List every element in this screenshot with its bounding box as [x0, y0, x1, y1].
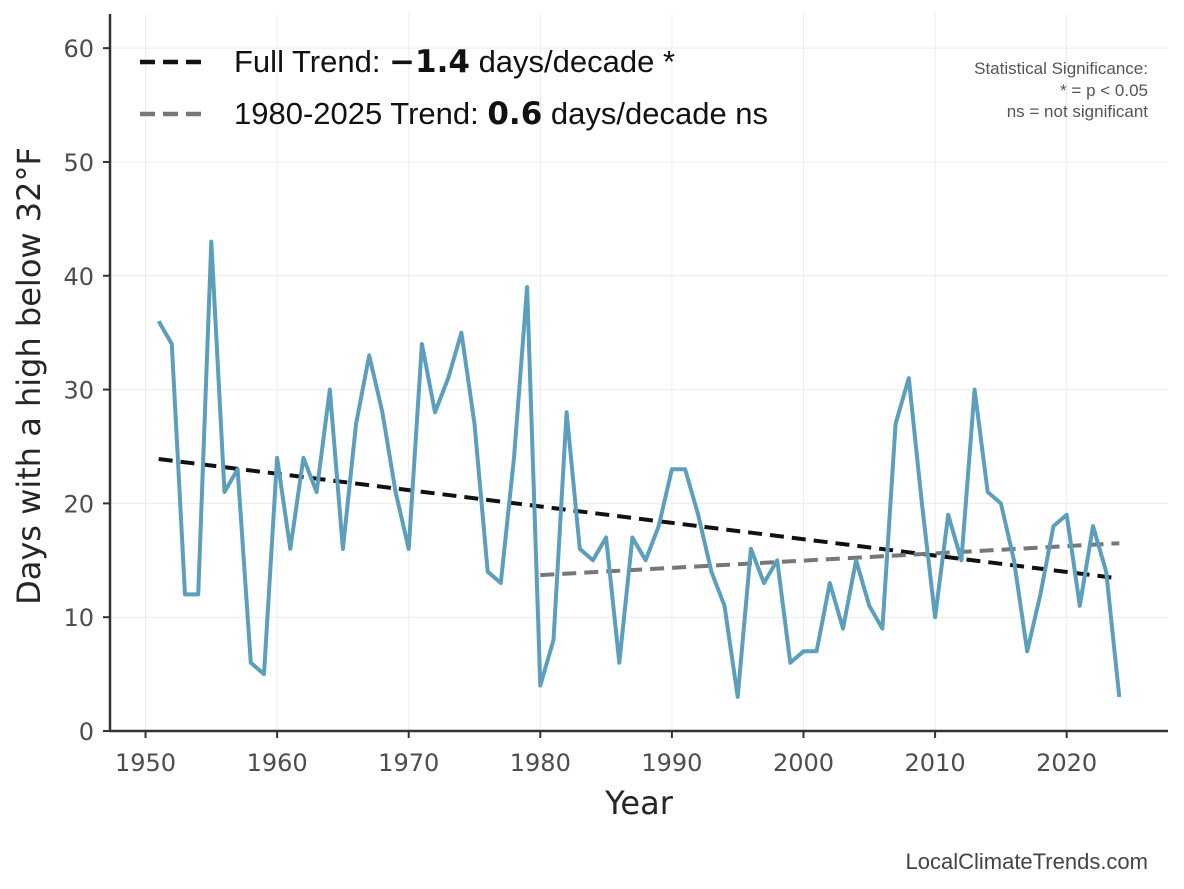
- grid: [110, 14, 1168, 732]
- legend: Full Trend: −1.4 days/decade * 1980-2025…: [140, 44, 768, 132]
- y-tick-label-40: 40: [63, 263, 94, 291]
- trend-lines: [158, 457, 1120, 581]
- x-tick-label-2010: 2010: [905, 749, 966, 777]
- legend-full-prefix: Full Trend:: [234, 44, 389, 79]
- legend-full-suffix: days/decade *: [470, 44, 675, 79]
- significance-p-value: * = p < 0.05: [1060, 81, 1148, 100]
- y-tick-label-0: 0: [79, 718, 94, 746]
- legend-recent-prefix: 1980-2025 Trend:: [234, 96, 487, 131]
- x-tick-label-1970: 1970: [378, 749, 439, 777]
- x-tick-label-2020: 2020: [1036, 749, 1097, 777]
- legend-label-recent-trend: 1980-2025 Trend: 0.6 days/decade ns: [234, 96, 768, 132]
- x-tick-label-1980: 1980: [510, 749, 571, 777]
- significance-ns: ns = not significant: [1007, 102, 1149, 121]
- data-series: [156, 239, 1122, 699]
- significance-note: Statistical Significance: * = p < 0.05 n…: [974, 59, 1148, 121]
- axes: [108, 14, 1168, 733]
- series-line: [156, 239, 1122, 699]
- x-axis-title: Year: [604, 784, 674, 822]
- y-tick-label-60: 60: [63, 35, 94, 63]
- y-tick-label-10: 10: [63, 604, 94, 632]
- recent-trend-line: [540, 541, 1120, 578]
- y-tick-label-30: 30: [63, 377, 94, 405]
- y-axis-title: Days with a high below 32°F: [10, 147, 48, 605]
- legend-label-full-trend: Full Trend: −1.4 days/decade *: [234, 44, 675, 80]
- x-tick-label-1960: 1960: [247, 749, 308, 777]
- x-tick-label-2000: 2000: [773, 749, 834, 777]
- legend-full-value: −1.4: [389, 44, 470, 80]
- ticks: 1950 1960 1970 1980 1990 2000 2010 2020 0 10 20 30 4…: [63, 35, 1097, 777]
- significance-title: Statistical Significance:: [974, 59, 1148, 78]
- full-trend-line: [158, 457, 1120, 581]
- source-credit: LocalClimateTrends.com: [906, 849, 1149, 874]
- y-tick-label-50: 50: [63, 149, 94, 177]
- legend-recent-value: 0.6: [487, 96, 542, 132]
- y-tick-label-20: 20: [63, 490, 94, 518]
- x-tick-label-1990: 1990: [641, 749, 702, 777]
- x-tick-label-1950: 1950: [115, 749, 176, 777]
- legend-recent-suffix: days/decade ns: [542, 96, 768, 131]
